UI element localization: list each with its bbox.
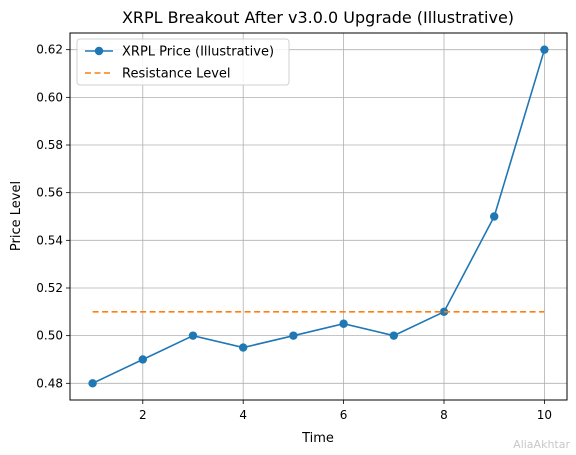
x-tick-label: 8 [440, 408, 448, 422]
y-tick-label: 0.58 [36, 138, 63, 152]
y-tick-label: 0.60 [36, 90, 63, 104]
data-point [88, 379, 97, 388]
watermark: AliaAkhtar [513, 438, 570, 451]
data-point [138, 355, 147, 364]
y-tick-label: 0.48 [36, 376, 63, 390]
data-point [490, 212, 499, 221]
series-line-0 [92, 49, 546, 385]
x-axis-label: Time [301, 431, 334, 446]
plot-series [88, 45, 549, 388]
legend: XRPL Price (Illustrative) Resistance Leve… [76, 38, 290, 86]
data-point [389, 331, 399, 340]
legend-marker-0 [94, 46, 104, 56]
data-point [289, 331, 298, 340]
y-tick-label: 0.50 [36, 329, 63, 343]
x-tick-label: 10 [537, 408, 552, 422]
data-point [439, 307, 449, 317]
plot-frame [69, 32, 568, 401]
x-tick-label: 4 [239, 408, 247, 422]
y-axis-label: Price Level [9, 181, 24, 251]
data-point [238, 343, 248, 352]
legend-label-1: Resistance Level [122, 67, 231, 82]
axis-ticks: 2 4 6 8 10 0.48 0.50 0.52 0.54 0.56 0.58 0.60 0.62 [36, 43, 552, 422]
watermark-text: AliaAkhtar [513, 438, 570, 451]
y-tick-label: 0.56 [36, 186, 63, 200]
legend-label-0: XRPL Price (Illustrative) [122, 45, 274, 60]
x-tick-label: 2 [139, 408, 147, 422]
legend-box [76, 38, 290, 86]
data-point [540, 45, 549, 54]
x-tick-label: 6 [340, 408, 348, 422]
y-tick-label: 0.52 [36, 281, 63, 295]
chart-title: XRPL Breakout After v3.0.0 Upgrade (Illu… [122, 8, 514, 27]
data-point [339, 319, 348, 328]
grid-lines [70, 33, 567, 400]
data-point [188, 331, 198, 340]
y-tick-label: 0.62 [36, 43, 63, 57]
y-tick-label: 0.54 [36, 233, 63, 247]
